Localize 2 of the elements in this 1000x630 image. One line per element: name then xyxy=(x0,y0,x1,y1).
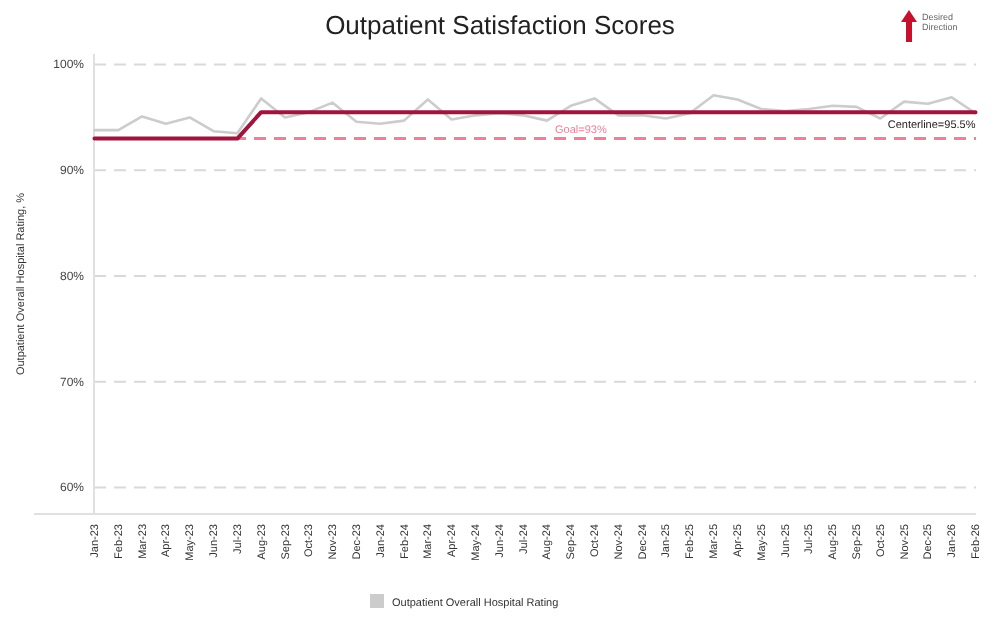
chart-title: Outpatient Satisfaction Scores xyxy=(325,10,676,40)
line-series xyxy=(93,93,977,135)
